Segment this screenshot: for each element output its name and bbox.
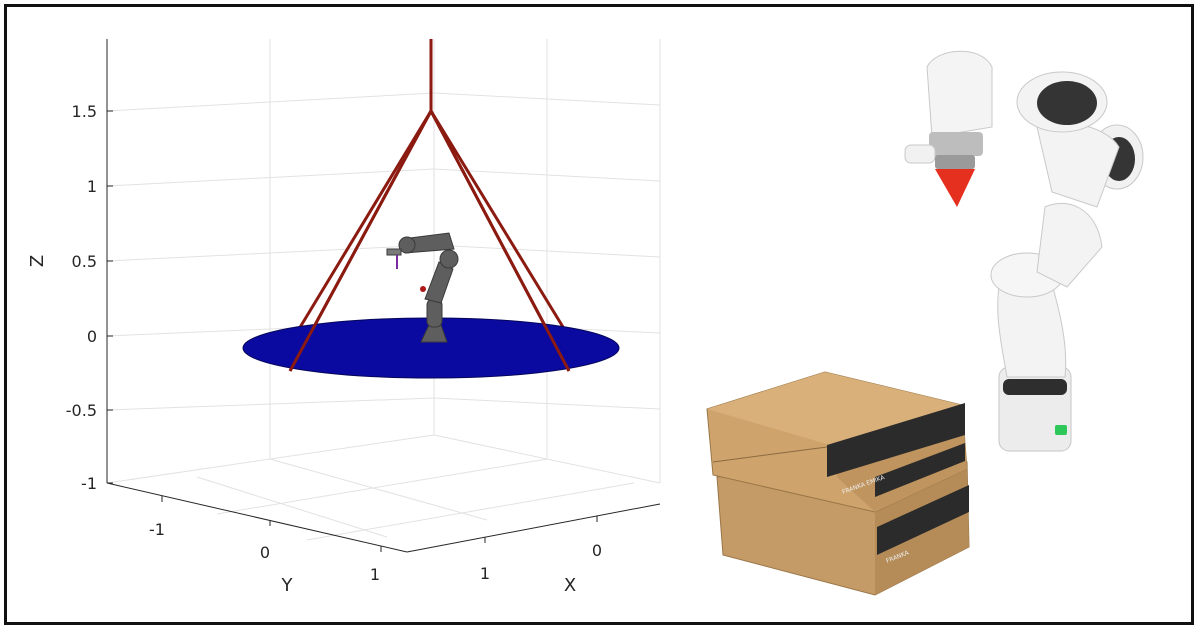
z-tick-6: -1 — [81, 474, 97, 493]
figure-frame: 1.5 1 0.5 0 -0.5 -1 -1 0 1 1 0 Z Y X — [4, 4, 1194, 625]
x-tick-2: 0 — [592, 541, 602, 560]
y-tick-3: 1 — [370, 565, 380, 584]
y-axis-label: Y — [281, 575, 294, 596]
z-tick-1: 1.5 — [72, 102, 97, 121]
z-axis-label: Z — [27, 255, 48, 267]
z-tick-5: -0.5 — [66, 401, 97, 420]
floor-grid — [106, 434, 661, 541]
franka-robot-photo — [904, 50, 1144, 452]
y-tick-2: 0 — [260, 543, 270, 562]
z-tick-2: 1 — [87, 177, 97, 196]
cardboard-boxes: FRANKA EMIKA FRANKA — [706, 371, 970, 596]
x-axis-label: X — [564, 575, 576, 596]
mini-robot-arm — [386, 232, 459, 343]
back-wall-grid-xz — [106, 39, 661, 483]
axes-lines — [106, 39, 661, 553]
y-tick-1: -1 — [149, 520, 165, 539]
z-tick-4: 0 — [87, 327, 97, 346]
z-tick-3: 0.5 — [72, 252, 97, 271]
cables-front — [288, 110, 571, 372]
x-tick-1: 1 — [480, 564, 490, 583]
figure-canvas: 1.5 1 0.5 0 -0.5 -1 -1 0 1 1 0 Z Y X — [27, 39, 1144, 596]
